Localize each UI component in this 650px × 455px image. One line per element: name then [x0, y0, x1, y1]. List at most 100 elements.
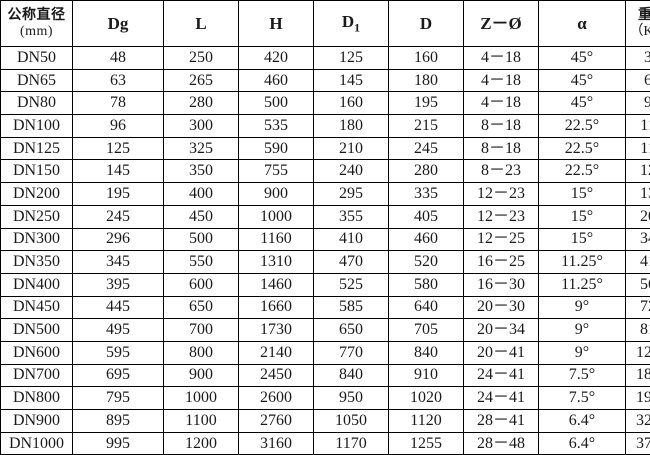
cell-h: 500: [239, 92, 314, 115]
cell-z: 16－30: [464, 273, 539, 296]
cell-dn: DN600: [1, 341, 73, 364]
cell-dn: DN900: [1, 410, 73, 433]
cell-alpha: 15°: [539, 228, 626, 251]
cell-z: 28－48: [464, 432, 539, 455]
cell-h: 1160: [239, 228, 314, 251]
cell-h: 590: [239, 137, 314, 160]
cell-alpha: 45°: [539, 47, 626, 70]
cell-d: 640: [389, 296, 464, 319]
cell-dn: DN150: [1, 160, 73, 183]
cell-w: 1264: [626, 341, 650, 364]
cell-dg: 78: [73, 92, 164, 115]
cell-z: 4－18: [464, 47, 539, 70]
cell-w: 410: [626, 251, 650, 274]
cell-w: 127: [626, 160, 650, 183]
cell-alpha: 45°: [539, 69, 626, 92]
cell-w: 344: [626, 228, 650, 251]
cell-alpha: 45°: [539, 92, 626, 115]
cell-h: 2450: [239, 364, 314, 387]
cell-dg: 125: [73, 137, 164, 160]
cell-d1: 585: [314, 296, 389, 319]
cell-d1: 160: [314, 92, 389, 115]
cell-l: 1000: [164, 387, 239, 410]
column-header-dn: 公称直径(mm): [1, 1, 73, 47]
cell-w: 134: [626, 183, 650, 206]
cell-d1: 650: [314, 319, 389, 342]
cell-d1: 1050: [314, 410, 389, 433]
cell-alpha: 6.4°: [539, 410, 626, 433]
cell-w: 110: [626, 115, 650, 138]
cell-d: 705: [389, 319, 464, 342]
column-header-alpha: α: [539, 1, 626, 47]
cell-alpha: 22.5°: [539, 137, 626, 160]
cell-z: 8－18: [464, 115, 539, 138]
cell-d: 840: [389, 341, 464, 364]
cell-d1: 950: [314, 387, 389, 410]
column-header-z-primary: Z－Ø: [464, 14, 538, 34]
cell-dg: 245: [73, 205, 164, 228]
cell-d1: 145: [314, 69, 389, 92]
cell-dn: DN500: [1, 319, 73, 342]
cell-d: 335: [389, 183, 464, 206]
cell-w: 1860: [626, 364, 650, 387]
column-header-w: 重量（Kg）: [626, 1, 650, 47]
cell-h: 1730: [239, 319, 314, 342]
cell-h: 755: [239, 160, 314, 183]
column-header-d-primary: D: [389, 14, 463, 34]
cell-alpha: 9°: [539, 319, 626, 342]
cell-l: 450: [164, 205, 239, 228]
cell-alpha: 22.5°: [539, 160, 626, 183]
cell-h: 420: [239, 47, 314, 70]
cell-dn: DN250: [1, 205, 73, 228]
cell-d: 580: [389, 273, 464, 296]
cell-dg: 296: [73, 228, 164, 251]
cell-z: 8－23: [464, 160, 539, 183]
cell-z: 8－18: [464, 137, 539, 160]
column-header-h: H: [239, 1, 314, 47]
cell-l: 900: [164, 364, 239, 387]
cell-d: 520: [389, 251, 464, 274]
cell-h: 900: [239, 183, 314, 206]
cell-h: 1000: [239, 205, 314, 228]
cell-d1: 125: [314, 47, 389, 70]
cell-dn: DN65: [1, 69, 73, 92]
cell-d: 160: [389, 47, 464, 70]
cell-l: 350: [164, 160, 239, 183]
cell-dg: 995: [73, 432, 164, 455]
cell-d: 1020: [389, 387, 464, 410]
cell-d1: 840: [314, 364, 389, 387]
column-header-d1: D1: [314, 1, 389, 47]
cell-d: 195: [389, 92, 464, 115]
cell-l: 400: [164, 183, 239, 206]
cell-d1: 295: [314, 183, 389, 206]
cell-w: 98: [626, 92, 650, 115]
column-header-dg-primary: Dg: [73, 14, 163, 34]
cell-w: 560: [626, 273, 650, 296]
cell-dg: 63: [73, 69, 164, 92]
cell-w: 720: [626, 296, 650, 319]
cell-h: 1460: [239, 273, 314, 296]
cell-d1: 240: [314, 160, 389, 183]
cell-w: 206: [626, 205, 650, 228]
cell-alpha: 15°: [539, 183, 626, 206]
cell-alpha: 7.5°: [539, 364, 626, 387]
cell-alpha: 9°: [539, 296, 626, 319]
cell-dg: 495: [73, 319, 164, 342]
cell-z: 12－25: [464, 228, 539, 251]
cell-z: 12－23: [464, 205, 539, 228]
column-header-dn-secondary: (mm): [1, 24, 72, 40]
cell-l: 325: [164, 137, 239, 160]
cell-d: 215: [389, 115, 464, 138]
cell-alpha: 15°: [539, 205, 626, 228]
cell-d1: 1170: [314, 432, 389, 455]
